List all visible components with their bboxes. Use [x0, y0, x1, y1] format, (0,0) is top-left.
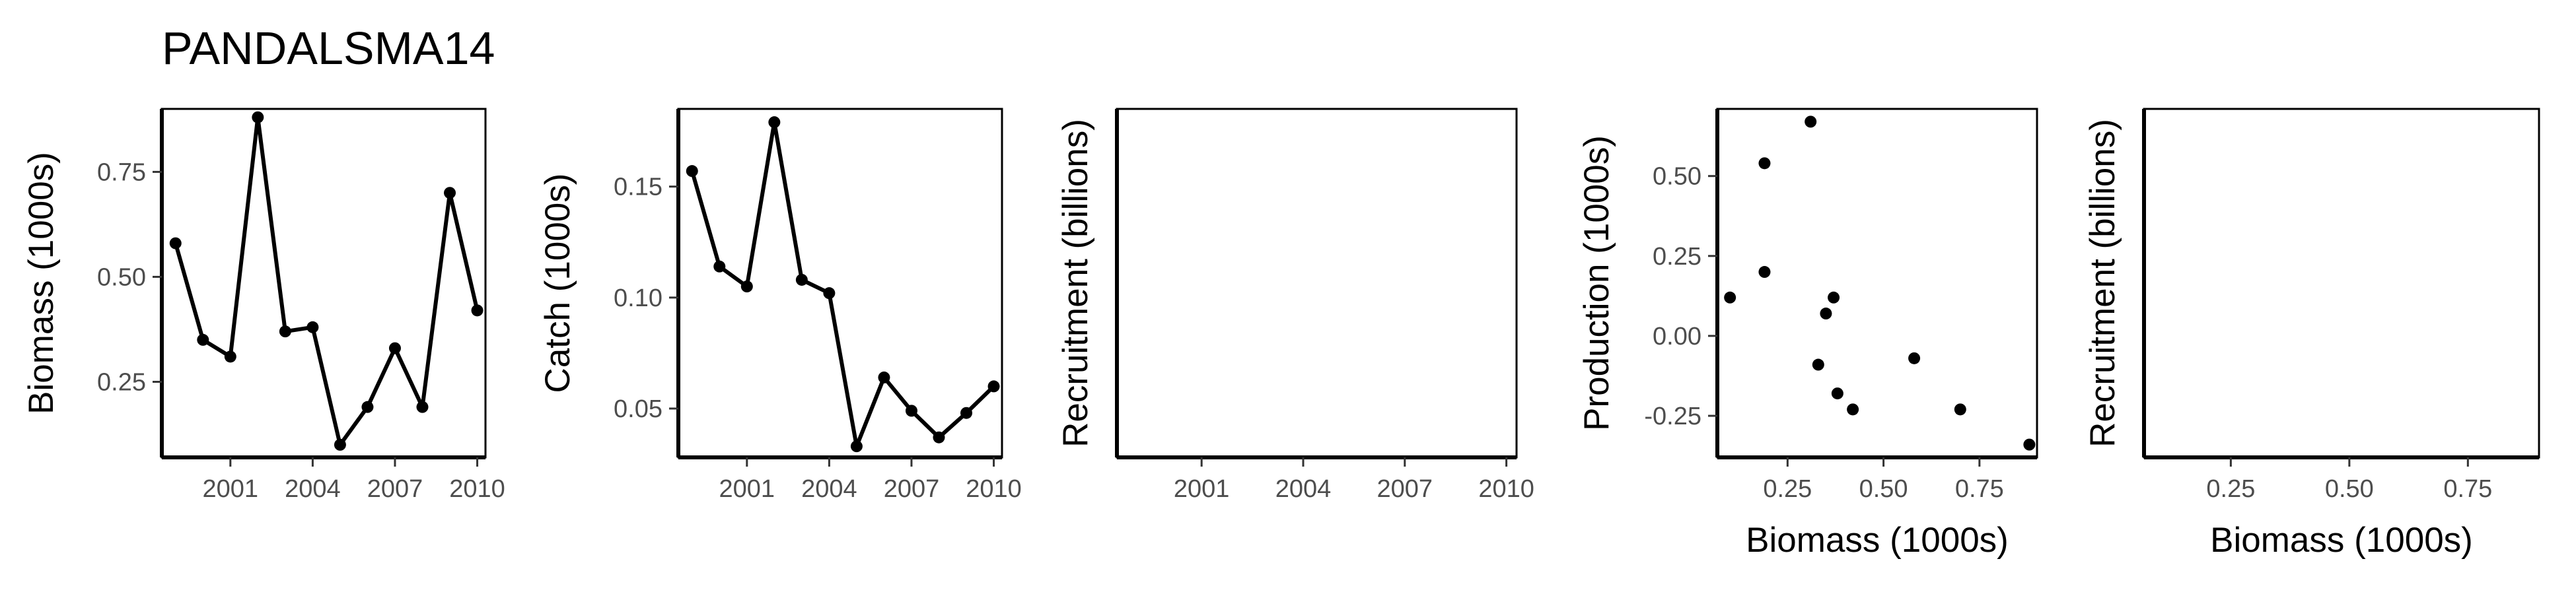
- data-point: [987, 380, 1000, 393]
- x-tick-label: 2001: [1174, 475, 1230, 503]
- x-tick-label: 2010: [449, 475, 505, 503]
- x-tick-label: 0.75: [1955, 475, 2004, 503]
- x-tick-label: 0.50: [1859, 475, 1908, 503]
- panel-5: 0.25 0.50 0.75 Recruitment (billions) Biomas…: [2083, 108, 2540, 560]
- data-point: [252, 111, 264, 123]
- figure-title: PANDALSMA14: [162, 22, 495, 74]
- data-point: [361, 401, 374, 413]
- x-tick-label: 2010: [966, 475, 1022, 503]
- x-tick-label: 0.75: [2443, 475, 2492, 503]
- panel-4: 0.25 0.50 0.75 -0.25 0.00 0.25 0.50 Production …: [1577, 108, 2038, 560]
- y-tick-label: 0.15: [614, 174, 662, 201]
- data-point: [1758, 157, 1771, 170]
- data-point: [1831, 387, 1843, 400]
- data-point: [768, 116, 781, 129]
- x-tick-label: 2001: [203, 475, 259, 503]
- y-tick-label: 0.25: [97, 368, 146, 396]
- data-point: [1724, 291, 1736, 304]
- y-tick-label: 0.25: [1653, 243, 1701, 271]
- data-point: [850, 440, 863, 453]
- data-point: [471, 304, 483, 317]
- x-tick-label: 2007: [884, 475, 940, 503]
- data-point: [388, 342, 401, 354]
- data-point: [878, 371, 890, 383]
- x-tick-label: 2004: [1275, 475, 1332, 503]
- data-point: [224, 350, 236, 363]
- data-point: [416, 401, 429, 413]
- panel-border: [677, 108, 1003, 459]
- data-point: [197, 333, 209, 346]
- data-point: [334, 438, 346, 451]
- x-tick-label: 2007: [1377, 475, 1433, 503]
- series-line: [173, 115, 480, 447]
- x-tick-label: 0.50: [2325, 475, 2374, 503]
- x-tick-label: 2010: [1478, 475, 1534, 503]
- x-tick-label: 2004: [801, 475, 857, 503]
- panel-border: [1116, 108, 1518, 459]
- y-axis-label: Recruitment (billions): [2083, 119, 2122, 447]
- data-point: [279, 325, 291, 338]
- y-axis-label: Catch (1000s): [538, 174, 577, 393]
- data-point: [960, 407, 973, 419]
- data-point: [2023, 438, 2036, 451]
- data-point: [713, 260, 726, 273]
- y-tick-label: 0.75: [97, 158, 146, 186]
- y-axis-label: Biomass (1000s): [22, 152, 61, 414]
- panel-border: [2143, 108, 2540, 459]
- panel-3: 2001 2004 2007 2010 Recruitment (billions): [1056, 108, 1534, 503]
- y-axis-label: Recruitment (billions): [1056, 119, 1095, 447]
- data-point: [905, 405, 917, 417]
- data-point: [933, 431, 945, 444]
- y-tick-label: 0.00: [1653, 323, 1701, 350]
- data-point: [169, 237, 182, 249]
- panel-2: 2001 2004 2007 2010 0.05 0.10 0.15 Catch (1000s…: [538, 108, 1022, 503]
- data-point: [1758, 266, 1771, 279]
- data-point: [306, 321, 319, 333]
- x-tick-label: 2007: [367, 475, 423, 503]
- y-tick-label: 0.50: [97, 263, 146, 291]
- data-point: [1805, 116, 1817, 128]
- data-point: [1820, 308, 1832, 320]
- y-tick-label: 0.10: [614, 284, 662, 312]
- x-axis-label: Biomass (1000s): [2210, 521, 2473, 560]
- y-tick-label: 0.50: [1653, 163, 1701, 191]
- x-tick-label: 2001: [719, 475, 775, 503]
- data-point: [1812, 358, 1824, 371]
- data-point: [1828, 291, 1840, 304]
- data-point: [444, 187, 456, 199]
- data-point: [1954, 403, 1966, 416]
- y-tick-label: 0.05: [614, 395, 662, 423]
- data-point: [740, 280, 753, 293]
- x-tick-label: 0.25: [2206, 475, 2255, 503]
- y-tick-label: -0.25: [1644, 403, 1701, 430]
- series-line: [690, 120, 995, 449]
- y-axis-label: Production (1000s): [1577, 135, 1616, 431]
- data-point: [823, 287, 836, 300]
- data-point: [1908, 352, 1921, 364]
- panel-1: 2001 2004 2007 2010 0.25 0.50 0.75 Biomass (100…: [22, 108, 505, 503]
- x-tick-label: 0.25: [1763, 475, 1812, 503]
- x-axis-label: Biomass (1000s): [1746, 521, 2009, 560]
- data-point: [686, 165, 698, 178]
- x-tick-label: 2004: [285, 475, 341, 503]
- data-point: [1847, 403, 1859, 416]
- data-point: [795, 273, 808, 286]
